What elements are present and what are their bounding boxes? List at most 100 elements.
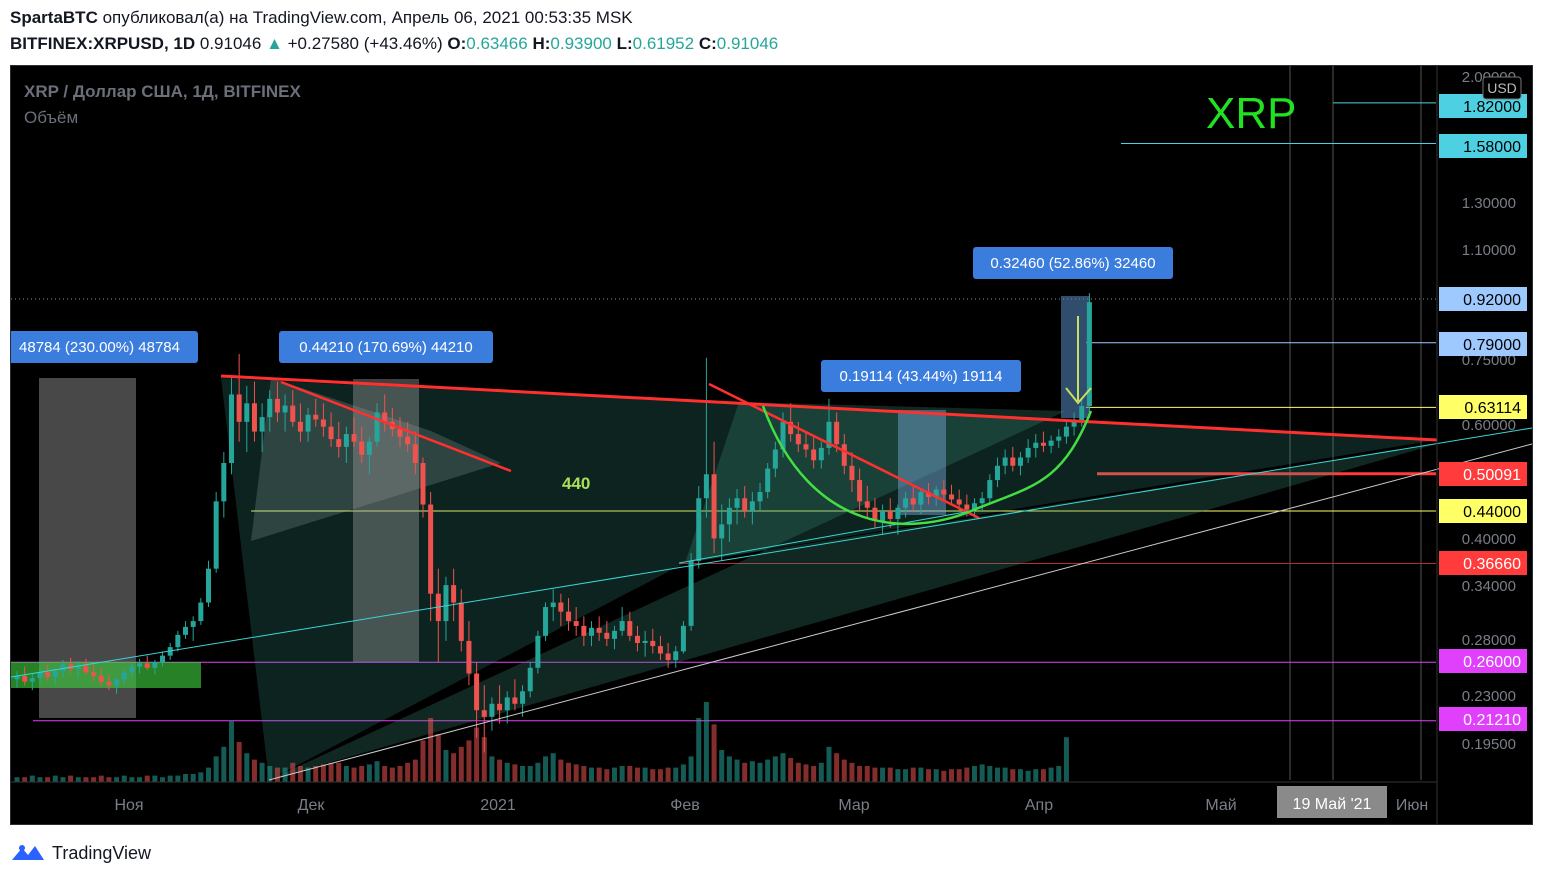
candle[interactable] [451,568,457,622]
candle[interactable] [803,431,809,458]
candle[interactable] [129,663,135,679]
candle[interactable] [297,403,303,442]
candle[interactable] [941,480,947,502]
candle[interactable] [1040,431,1046,453]
candle[interactable] [68,657,74,674]
candle[interactable] [366,436,372,475]
candle[interactable] [328,412,334,447]
candle[interactable] [175,630,181,652]
candle[interactable] [37,667,43,685]
candle[interactable] [160,651,166,667]
candle[interactable] [604,621,610,647]
candle[interactable] [336,421,342,458]
price-chart[interactable]: 48784 (230.00%) 48784 0.44210 (170.69%) 4… [11,66,1532,824]
candle[interactable] [504,691,510,724]
candle[interactable] [137,658,143,674]
candle[interactable] [22,666,28,686]
candle[interactable] [818,441,824,469]
candle[interactable] [857,468,863,511]
candle[interactable] [1063,421,1069,444]
candle[interactable] [703,357,709,518]
candle[interactable] [428,492,434,622]
candle[interactable] [987,474,993,504]
candle[interactable] [83,658,89,675]
candle[interactable] [144,655,150,671]
candle[interactable] [274,381,280,422]
candle[interactable] [121,668,127,686]
candle[interactable] [114,676,120,694]
candle[interactable] [581,616,587,647]
candle[interactable] [849,452,855,493]
candle[interactable] [244,385,250,453]
footer-brand[interactable]: TradingView [52,842,152,863]
candle[interactable] [627,611,633,641]
candle[interactable] [795,421,801,453]
candle[interactable] [1086,293,1092,413]
candle[interactable] [305,407,311,442]
candle[interactable] [267,390,273,432]
candle[interactable] [259,403,265,453]
candle[interactable] [52,668,58,686]
candle[interactable] [573,607,579,636]
candle[interactable] [343,426,349,463]
candle[interactable] [558,593,564,626]
candle[interactable] [665,642,671,668]
candle[interactable] [1010,446,1016,472]
candle[interactable] [520,685,526,717]
candle[interactable] [1056,429,1062,448]
candle[interactable] [489,697,495,731]
candle[interactable] [543,602,549,641]
candle[interactable] [198,598,204,625]
candle[interactable] [680,621,686,654]
candle[interactable] [688,553,694,631]
candle[interactable] [657,635,663,661]
candle[interactable] [788,403,794,442]
candle[interactable] [474,662,480,738]
candle[interactable] [1002,449,1008,475]
candle[interactable] [251,381,257,442]
candle[interactable] [772,441,778,478]
candle[interactable] [673,646,679,668]
candle[interactable] [290,390,296,427]
candle[interactable] [14,671,20,688]
candle[interactable] [382,394,388,432]
candle[interactable] [359,426,365,463]
candle[interactable] [589,621,594,647]
candle[interactable] [190,616,196,641]
candle[interactable] [903,492,909,518]
candle[interactable] [749,492,755,525]
candle[interactable] [895,504,901,535]
candle[interactable] [765,462,771,499]
candle[interactable] [650,628,656,654]
candle[interactable] [221,452,227,518]
candle[interactable] [864,485,870,518]
candle[interactable] [841,434,847,475]
candle[interactable] [1017,452,1023,476]
candle[interactable] [642,630,648,657]
author-name[interactable]: SpartaBTC [10,8,98,27]
candle[interactable] [412,431,418,475]
candle[interactable] [719,504,725,561]
candle[interactable] [206,560,211,608]
candle[interactable] [619,607,625,636]
candle[interactable] [596,616,602,641]
candle[interactable] [979,492,985,511]
candle[interactable] [374,403,380,447]
candle[interactable] [236,353,242,442]
candle[interactable] [75,661,81,679]
candle[interactable] [29,673,35,691]
candle[interactable] [566,598,572,631]
candle[interactable] [213,492,219,573]
candle[interactable] [1025,439,1031,463]
candle[interactable] [481,685,487,753]
candle[interactable] [711,441,717,554]
candle[interactable] [466,621,472,686]
candle[interactable] [351,417,357,447]
candle[interactable] [910,485,916,511]
candle[interactable] [535,630,541,674]
candle[interactable] [527,662,533,698]
candle[interactable] [420,457,426,518]
candle[interactable] [918,489,924,515]
tradingview-logo-icon[interactable] [10,842,46,864]
candle[interactable] [98,667,104,687]
